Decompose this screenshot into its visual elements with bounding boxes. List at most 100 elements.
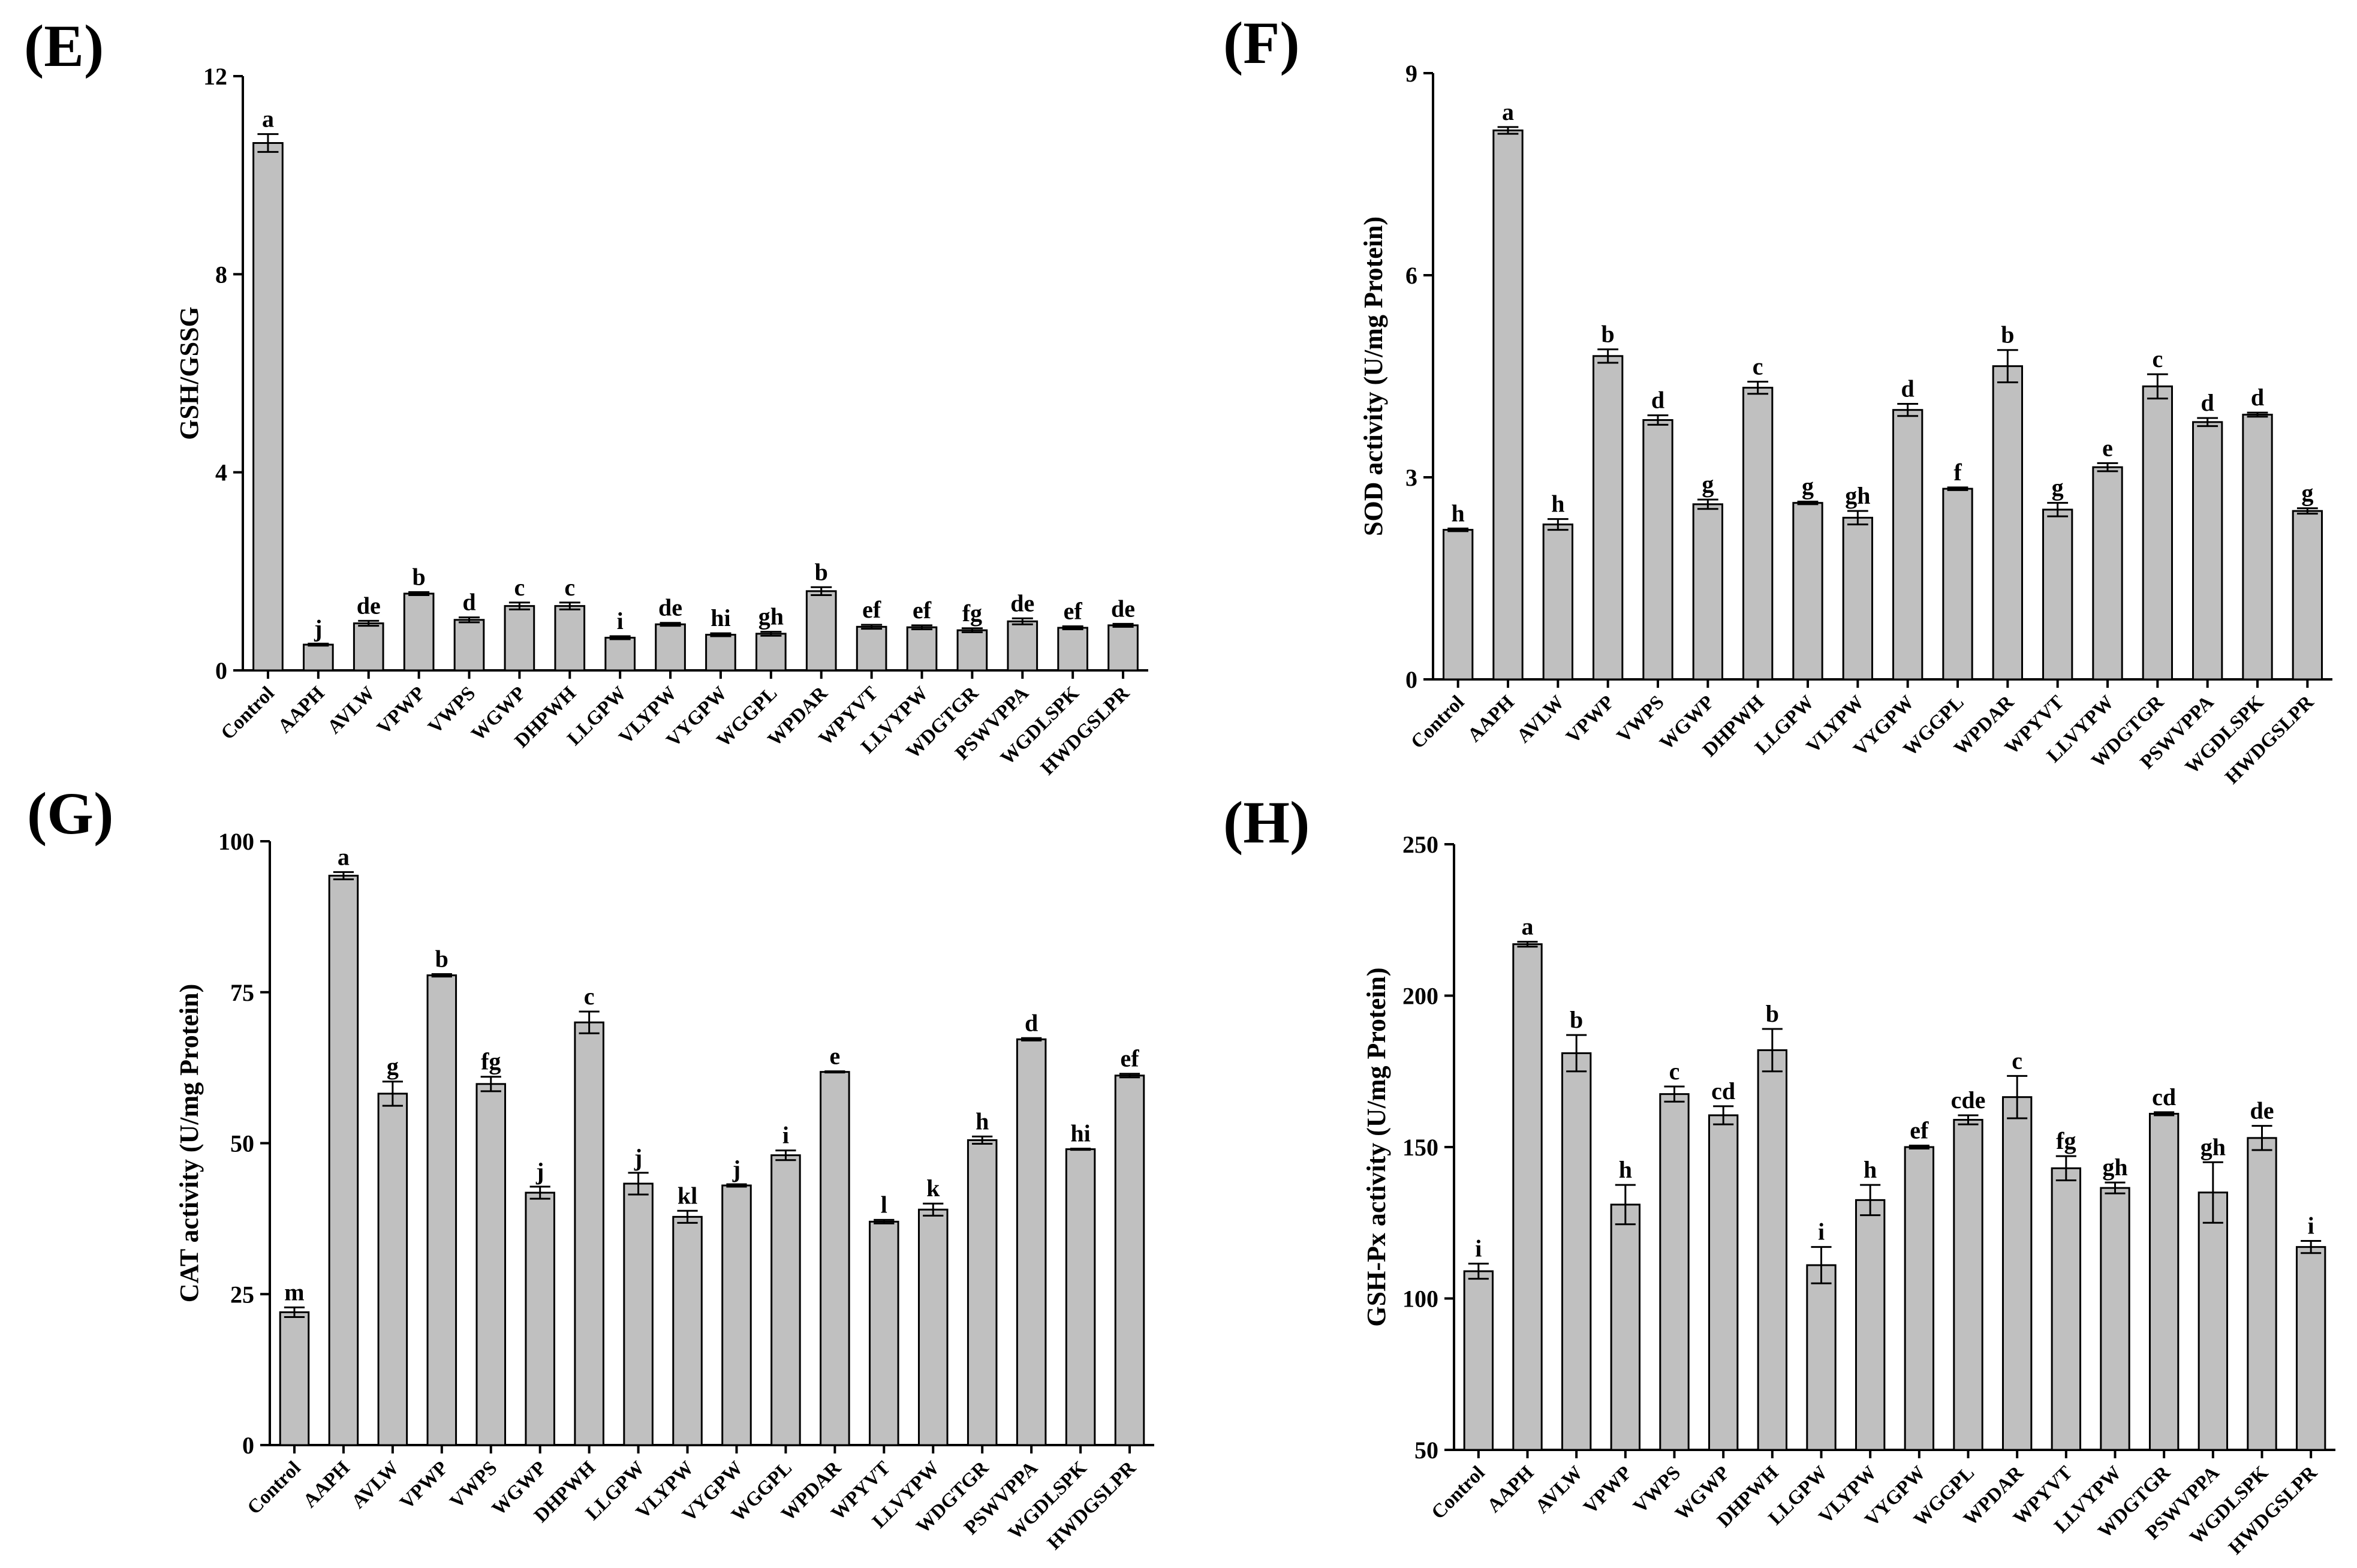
error-bar (911, 624, 933, 630)
bar-wdgtgr (2142, 385, 2174, 681)
bar-wgdlspk (2247, 1137, 2277, 1451)
significance-letter: b (412, 564, 425, 591)
error-bar (824, 1070, 845, 1074)
significance-letter: i (617, 607, 624, 634)
bar-pswvppa (1007, 620, 1038, 672)
error-bar (579, 1010, 600, 1034)
error-bar (2147, 373, 2168, 400)
error-bar (628, 1172, 649, 1196)
bar-wgdlspk (1057, 627, 1088, 672)
error-bar (408, 591, 430, 596)
bar-wggpl (770, 1154, 801, 1446)
significance-letter: d (2251, 384, 2264, 411)
error-bar (529, 1185, 550, 1200)
significance-letter: gh (2102, 1154, 2127, 1181)
x-category-label: AAPH (299, 1457, 354, 1512)
error-bar (2047, 502, 2069, 517)
significance-letter: de (1010, 589, 1034, 616)
error-bar (972, 1135, 993, 1145)
error-bar (874, 1218, 895, 1224)
error-bar (480, 1076, 501, 1093)
bar-llvypw (917, 1208, 949, 1446)
error-bar (1112, 622, 1134, 628)
bar-wpdar (2001, 1096, 2033, 1451)
significance-letter: cd (1711, 1078, 1735, 1104)
bar-avlw (1542, 523, 1574, 681)
bar-llgpw (604, 636, 636, 672)
bar-wdgtgr (967, 1139, 998, 1446)
bar-hwdgslpr (1107, 624, 1139, 672)
bar-vygpw (1904, 1146, 1935, 1451)
bar-dhpwh (574, 1021, 604, 1446)
significance-letter: m (284, 1278, 304, 1305)
x-category-label: VPWP (396, 1457, 452, 1513)
bar-wgwp (1708, 1114, 1739, 1451)
error-bar (2007, 1075, 2028, 1119)
y-tick-label: 6 (1405, 262, 1417, 289)
error-bar (458, 616, 480, 624)
significance-letter: a (1522, 913, 1534, 940)
error-bar (1997, 349, 2018, 384)
error-bar (1447, 527, 1469, 532)
significance-letter: a (338, 843, 350, 870)
bar-vpwp (1593, 355, 1624, 681)
significance-letter: d (1651, 387, 1664, 414)
error-bar (1021, 1037, 1042, 1042)
x-category-label: AVLW (323, 682, 379, 738)
significance-letter: b (435, 946, 448, 973)
error-bar (1517, 941, 1538, 948)
panel-e: (E) 0 4 8 12 GSH/GSSG a Control j AAPH de AVLW b VPWP… (24, 13, 1148, 780)
bar-dhpwh (1742, 387, 1774, 681)
error-bar (431, 973, 452, 978)
y-tick-label: 50 (230, 1130, 254, 1157)
error-bar (308, 642, 329, 647)
significance-letter: c (1669, 1058, 1680, 1085)
error-bar (710, 632, 732, 637)
error-bar (2247, 411, 2268, 418)
error-bar (811, 586, 832, 596)
significance-letter: ef (1910, 1116, 1929, 1143)
x-category-label: Control (217, 682, 279, 744)
bar-dhpwh (554, 605, 586, 672)
error-bar (1897, 403, 1919, 417)
x-category-label: AAPH (1464, 691, 1519, 747)
error-bar (677, 1209, 698, 1224)
bar-llgpw (1806, 1264, 1837, 1451)
error-bar (861, 624, 883, 630)
y-tick-label: 8 (215, 261, 227, 288)
y-tick-label: 9 (1405, 60, 1417, 87)
error-bar (1958, 1114, 1979, 1125)
y-tick-label: 75 (230, 979, 254, 1006)
bar-vlypw (672, 1215, 703, 1446)
bar-aaph (328, 874, 359, 1446)
significance-letter: d (2201, 389, 2214, 416)
significance-letter: h (1452, 499, 1465, 526)
error-bar (2296, 507, 2318, 515)
error-bar (559, 601, 580, 610)
significance-letter: c (1753, 353, 1763, 380)
bar-control (279, 1311, 310, 1446)
error-bar (1762, 1028, 1783, 1073)
bar-avlw (377, 1093, 408, 1446)
bar-control (252, 142, 284, 672)
significance-letter: f (1953, 459, 1962, 486)
significance-letter: hi (1070, 1120, 1090, 1147)
bar-wgdlspk (2242, 414, 2273, 681)
significance-letter: b (815, 558, 828, 585)
y-axis-title: GSH/GSSG (174, 306, 204, 440)
error-bar (284, 1306, 305, 1319)
significance-letter: i (1475, 1235, 1482, 1262)
bar-vlypw (1855, 1199, 1886, 1451)
x-category-label: Control (1428, 1462, 1489, 1524)
panel-label: (G) (27, 780, 113, 847)
bar-wpdar (805, 590, 837, 672)
y-tick-label: 200 (1402, 983, 1438, 1010)
significance-letter: i (782, 1122, 789, 1149)
y-tick-label: 250 (1402, 831, 1438, 858)
significance-letter: gh (2201, 1133, 2226, 1160)
bar-wpyvt (856, 625, 887, 672)
bar-wggpl (1942, 487, 1973, 681)
significance-letter: h (1619, 1156, 1632, 1183)
bar-wgwp (1692, 503, 1724, 681)
bar-vwps (1642, 419, 1673, 681)
